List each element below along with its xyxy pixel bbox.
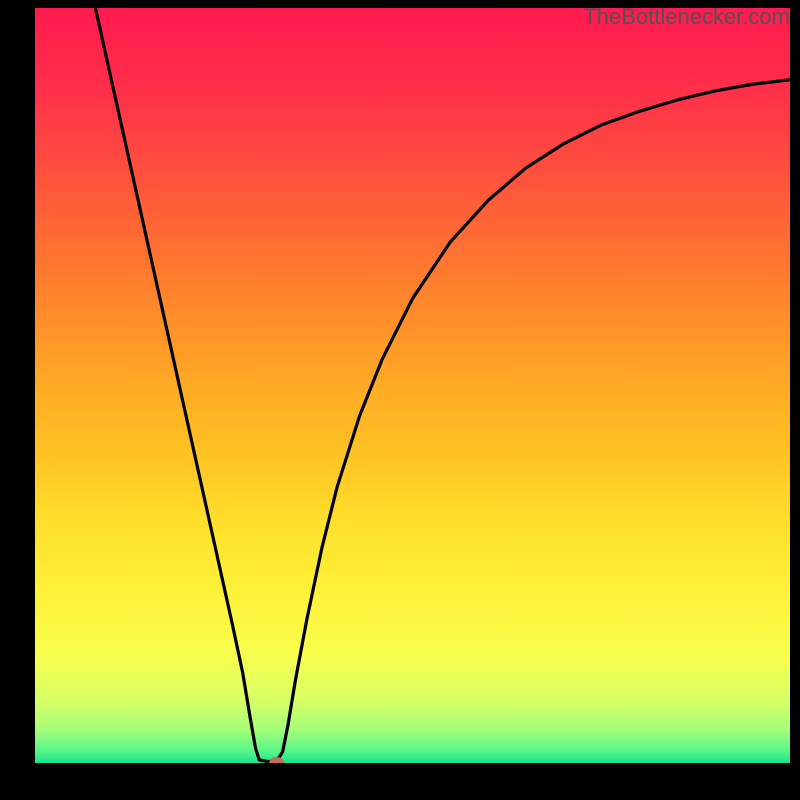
watermark-text: TheBottlenecker.com bbox=[583, 4, 790, 30]
chart-background bbox=[35, 8, 790, 763]
chart-frame: TheBottlenecker.com bbox=[0, 0, 800, 800]
chart-plot-area bbox=[35, 8, 790, 763]
chart-svg bbox=[35, 8, 790, 763]
